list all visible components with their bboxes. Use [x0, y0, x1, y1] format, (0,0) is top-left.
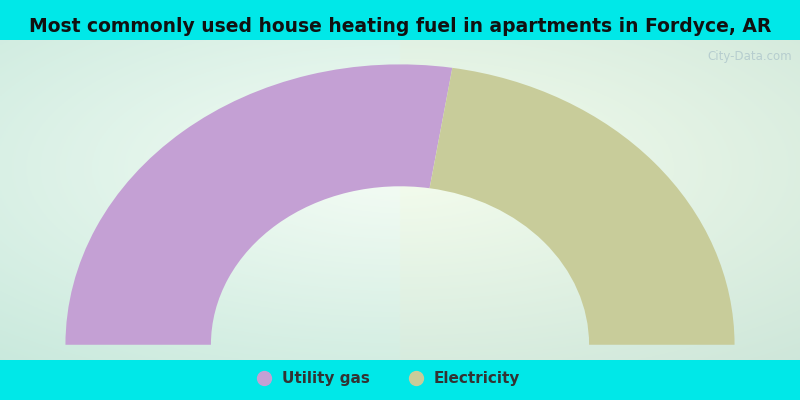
Text: City-Data.com: City-Data.com	[707, 50, 792, 63]
Text: Electricity: Electricity	[434, 370, 520, 386]
Wedge shape	[66, 64, 452, 345]
Wedge shape	[430, 68, 734, 345]
Text: Utility gas: Utility gas	[282, 370, 370, 386]
Text: Most commonly used house heating fuel in apartments in Fordyce, AR: Most commonly used house heating fuel in…	[29, 17, 771, 36]
